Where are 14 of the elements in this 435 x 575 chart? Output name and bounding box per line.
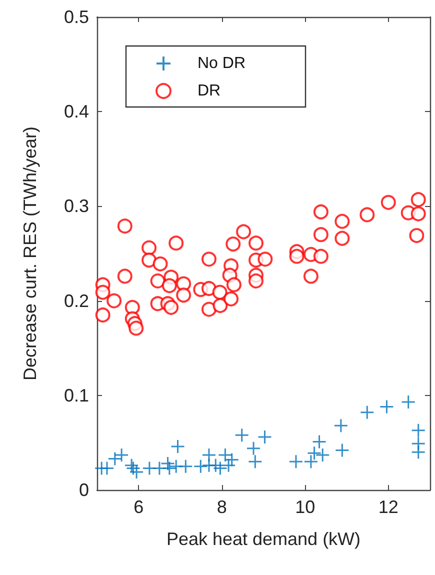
x-tick-label: 12 [378,497,398,517]
legend-label: No DR [198,55,246,72]
x-tick-label: 10 [295,497,316,517]
y-tick-label: 0.5 [64,7,89,27]
y-tick-label: 0 [78,480,89,500]
y-axis-title: Decrease curt. RES (TWh/year) [20,126,40,381]
y-tick-label: 0.3 [64,196,89,216]
x-tick-label: 8 [216,497,227,517]
y-tick-label: 0.1 [64,385,89,406]
x-axis-title: Peak heat demand (kW) [166,529,361,549]
y-tick-label: 0.4 [64,102,89,122]
y-tick-label: 0.2 [64,290,89,311]
legend-label: DR [198,82,221,100]
x-tick-label: 6 [134,497,144,517]
